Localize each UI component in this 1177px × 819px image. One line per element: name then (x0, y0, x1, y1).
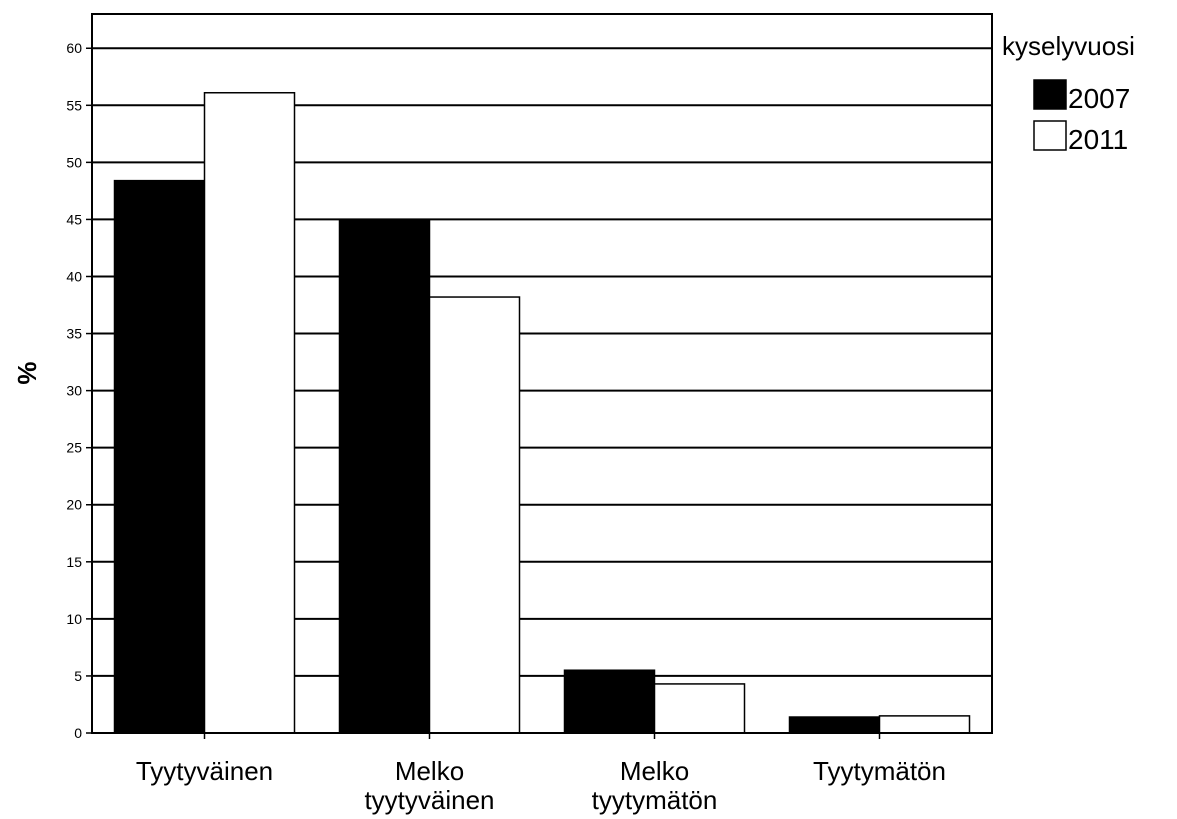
legend: kyselyvuosi 2007 2011 (1002, 31, 1135, 155)
y-tick-label: 25 (66, 440, 82, 456)
y-tick-label: 35 (66, 326, 82, 342)
bar-2011 (203, 91, 296, 734)
y-tick-label: 55 (66, 97, 82, 113)
legend-swatch-2011 (1033, 120, 1067, 151)
bar-2011 (878, 715, 971, 734)
y-tick-label: 30 (66, 383, 82, 399)
y-tick-label: 0 (74, 725, 82, 741)
x-tick-label: tyytymätön (592, 785, 718, 815)
y-tick-label: 60 (66, 40, 82, 56)
x-tick-label: Tyytymätön (813, 756, 946, 786)
y-tick-label: 15 (66, 554, 82, 570)
legend-label-2007: 2007 (1068, 83, 1130, 114)
bar-2007 (113, 179, 206, 734)
x-tick-label: Melko (395, 756, 464, 786)
y-axis-label: % (12, 361, 42, 384)
y-tick-label: 40 (66, 268, 82, 284)
y-tick-label: 10 (66, 611, 82, 627)
bar-2011 (653, 683, 746, 734)
bar-2007 (788, 716, 881, 734)
y-tick-label: 20 (66, 497, 82, 513)
y-axis-ticks: 0 5 10 15 20 25 30 35 40 45 50 55 60 (66, 40, 92, 741)
x-axis-labels: Tyytyväinen MelkotyytyväinenMelkotyytymät… (136, 733, 946, 815)
y-tick-label: 45 (66, 211, 82, 227)
y-tick-label: 5 (74, 668, 82, 684)
y-tick-label: 50 (66, 154, 82, 170)
x-tick-label: Melko (620, 756, 689, 786)
legend-label-2011: 2011 (1068, 124, 1128, 155)
bar-2007 (563, 669, 656, 734)
bar-2007 (338, 218, 431, 734)
bar-2011 (428, 296, 521, 734)
legend-title: kyselyvuosi (1002, 31, 1135, 61)
plot-frame (91, 13, 993, 734)
bars (113, 91, 971, 734)
x-tick-label: tyytyväinen (364, 785, 494, 815)
x-tick-label: Tyytyväinen (136, 756, 273, 786)
legend-swatch-2007 (1033, 79, 1067, 110)
